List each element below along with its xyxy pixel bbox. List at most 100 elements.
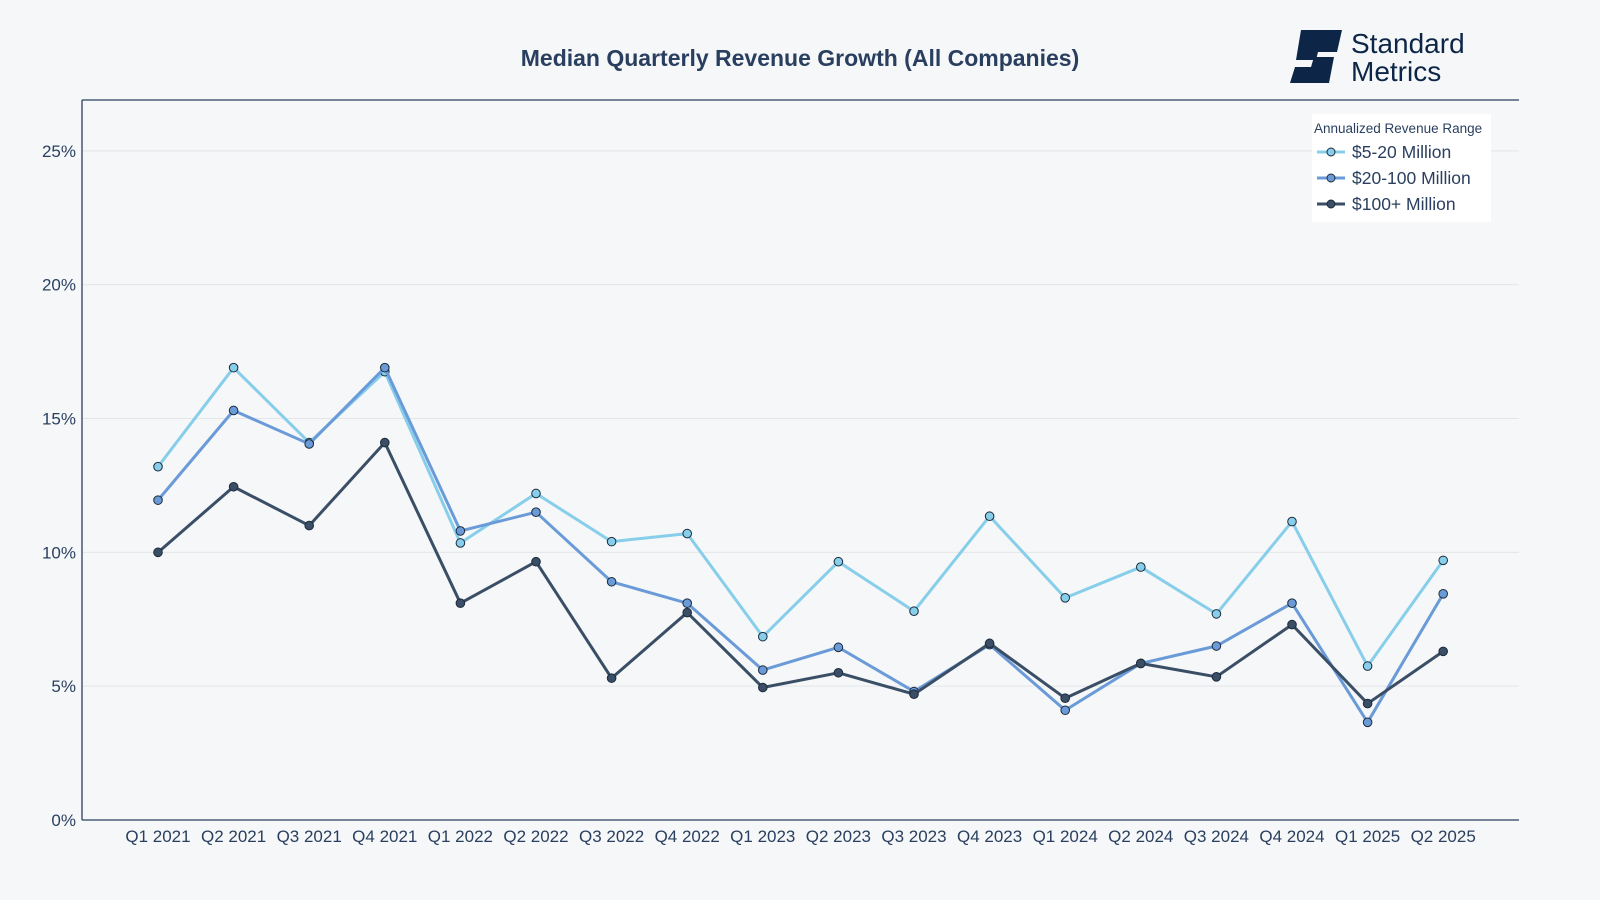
data-point[interactable]	[455, 538, 466, 548]
data-point[interactable]	[380, 437, 390, 448]
legend-label: $5-20 Million	[1352, 142, 1451, 162]
data-point[interactable]	[1136, 562, 1146, 572]
data-point[interactable]	[833, 667, 844, 678]
y-tick-label: 0%	[51, 811, 76, 830]
legend-marker-icon	[1326, 199, 1336, 209]
data-point[interactable]	[531, 488, 541, 499]
data-point[interactable]	[1211, 672, 1222, 682]
data-point[interactable]	[909, 689, 919, 700]
data-point[interactable]	[1211, 609, 1222, 619]
data-point[interactable]	[758, 665, 768, 675]
legend-item[interactable]: $100+ Million	[1317, 194, 1456, 214]
x-tick-label: Q3 2023	[881, 827, 946, 846]
x-axis-ticks: Q1 2021 Q2 2021 Q3 2021 Q4 2021 Q1 2022 Q2 20…	[125, 827, 1475, 846]
y-tick-label: 10%	[42, 543, 76, 562]
x-tick-label: Q3 2024	[1184, 827, 1249, 846]
x-tick-label: Q1 2021	[125, 827, 190, 846]
x-tick-label: Q2 2021	[201, 827, 266, 846]
data-point[interactable]	[682, 598, 693, 608]
data-point[interactable]	[1438, 589, 1448, 599]
series-2	[153, 362, 1448, 728]
x-tick-label: Q1 2023	[730, 827, 795, 846]
data-point[interactable]	[228, 362, 239, 373]
logo-text-line2: Metrics	[1351, 56, 1441, 87]
x-tick-label: Q2 2025	[1411, 827, 1476, 846]
data-point[interactable]	[1060, 705, 1070, 716]
data-point[interactable]	[682, 528, 693, 539]
data-point[interactable]	[531, 507, 541, 517]
chart-title: Median Quarterly Revenue Growth (All Com…	[521, 45, 1080, 71]
legend-label: $20-100 Million	[1352, 168, 1471, 188]
data-point[interactable]	[531, 556, 541, 567]
y-tick-label: 5%	[51, 677, 76, 696]
gridlines	[82, 150, 1519, 687]
x-tick-label: Q2 2023	[806, 827, 871, 846]
data-point[interactable]	[380, 362, 390, 373]
standard-metrics-logo: Standard Metrics	[1290, 28, 1465, 87]
data-point[interactable]	[1438, 646, 1448, 657]
x-tick-label: Q1 2024	[1033, 827, 1098, 846]
data-point[interactable]	[833, 556, 844, 567]
data-point[interactable]	[228, 405, 239, 416]
x-tick-label: Q4 2021	[352, 827, 417, 846]
data-point[interactable]	[1136, 658, 1146, 669]
legend-item[interactable]: $5-20 Million	[1317, 142, 1451, 162]
data-point[interactable]	[1287, 516, 1297, 527]
series-1	[153, 362, 1448, 671]
data-point[interactable]	[833, 642, 844, 653]
y-tick-label: 20%	[42, 276, 76, 295]
logo-mark-icon	[1290, 30, 1342, 83]
data-point[interactable]	[153, 495, 163, 505]
legend-marker-icon	[1326, 173, 1336, 183]
data-point[interactable]	[1438, 555, 1448, 566]
y-tick-label: 25%	[42, 142, 76, 161]
series-line	[156, 366, 1445, 668]
x-tick-label: Q4 2023	[957, 827, 1022, 846]
legend-marker-icon	[1326, 147, 1336, 157]
x-tick-label: Q3 2021	[277, 827, 342, 846]
data-point[interactable]	[606, 576, 617, 587]
x-tick-label: Q3 2022	[579, 827, 644, 846]
data-point[interactable]	[984, 511, 995, 522]
series-line	[157, 441, 1445, 706]
logo-text-line1: Standard	[1351, 28, 1465, 59]
legend-label: $100+ Million	[1352, 194, 1456, 214]
series-3	[153, 437, 1448, 709]
x-tick-label: Q4 2024	[1259, 827, 1324, 846]
series-line	[156, 366, 1445, 724]
data-point[interactable]	[1362, 717, 1373, 728]
data-point[interactable]	[1060, 593, 1070, 603]
legend-item[interactable]: $20-100 Million	[1317, 168, 1471, 188]
data-point[interactable]	[1287, 619, 1297, 630]
data-point[interactable]	[153, 461, 163, 472]
data-point[interactable]	[228, 481, 239, 492]
legend: Annualized Revenue Range $5-20 Million $2…	[1312, 114, 1491, 222]
data-point[interactable]	[1060, 693, 1070, 704]
x-tick-label: Q4 2022	[655, 827, 720, 846]
x-tick-label: Q1 2022	[428, 827, 493, 846]
data-point[interactable]	[909, 606, 919, 617]
data-point[interactable]	[1362, 698, 1373, 709]
data-point[interactable]	[455, 526, 466, 536]
legend-title: Annualized Revenue Range	[1314, 121, 1482, 136]
data-point[interactable]	[606, 536, 617, 547]
data-point[interactable]	[455, 598, 466, 608]
data-point[interactable]	[1362, 661, 1373, 671]
data-point[interactable]	[1211, 641, 1222, 651]
x-tick-label: Q2 2024	[1108, 827, 1173, 846]
x-tick-label: Q2 2022	[503, 827, 568, 846]
data-point[interactable]	[304, 439, 315, 449]
y-axis-ticks: 0% 5% 10% 15% 20% 25%	[42, 142, 76, 830]
data-point[interactable]	[682, 607, 693, 618]
data-point[interactable]	[758, 631, 768, 642]
data-point[interactable]	[758, 682, 768, 693]
data-point[interactable]	[153, 547, 163, 558]
data-point[interactable]	[304, 520, 315, 531]
y-tick-label: 15%	[42, 410, 76, 429]
data-point[interactable]	[984, 638, 995, 649]
data-point[interactable]	[1287, 598, 1297, 608]
data-point[interactable]	[606, 673, 617, 683]
x-tick-label: Q1 2025	[1335, 827, 1400, 846]
series-group	[153, 362, 1448, 728]
